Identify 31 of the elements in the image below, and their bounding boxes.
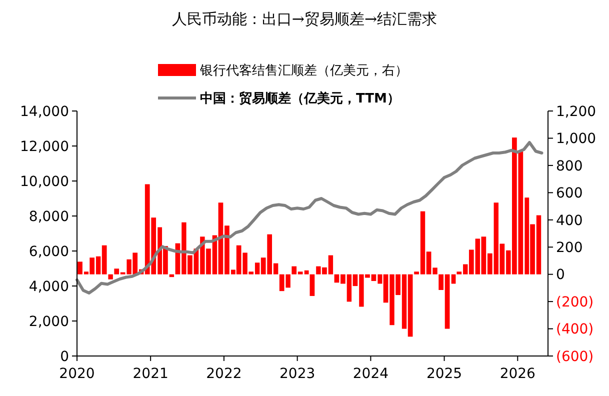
x-tick-label: 2021	[132, 366, 168, 382]
y-tick-label: 8,000	[28, 208, 69, 225]
y2-tick-label: 1,000	[556, 131, 596, 148]
legend-label: 银行代客结售汇顺差（亿美元，右）	[199, 62, 408, 79]
line-series	[76, 141, 544, 294]
x-tick-label: 2024	[352, 366, 389, 382]
y-tick-label: 2,000	[28, 314, 69, 330]
y-tick-label: 4,000	[28, 278, 69, 295]
y2-tick-label: (600)	[556, 348, 594, 365]
x-tick-label: 2022	[206, 366, 242, 382]
x-tick-label: 2026	[500, 366, 536, 382]
y2-tick-label: 800	[556, 158, 583, 174]
y2-tick-label: 400	[556, 212, 583, 229]
x-tick-label: 2025	[426, 366, 462, 382]
y2-tick-label: 1,200	[556, 104, 596, 120]
x-tick-label: 2023	[280, 366, 316, 382]
y2-tick-label: 200	[556, 240, 583, 256]
y-tick-label: 6,000	[28, 244, 69, 260]
bar	[310, 274, 315, 296]
y2-tick-label: 600	[556, 186, 583, 202]
y2-tick-label: (200)	[556, 294, 594, 310]
y2-tick-label: (400)	[556, 322, 594, 338]
chart-title: 人民币动能：出口→贸易顺差→结汇需求	[172, 10, 438, 28]
y-tick-label: 12,000	[20, 138, 69, 155]
y-tick-label: 14,000	[20, 104, 69, 120]
y2-tick-label: 0	[556, 267, 565, 284]
bar	[108, 274, 113, 280]
y-tick-label: 10,000	[20, 174, 69, 190]
legend-label: 中国：贸易顺差（亿美元，TTM）	[200, 90, 400, 107]
x-tick-label: 2020	[59, 366, 95, 382]
y-tick-label: 0	[60, 348, 69, 365]
